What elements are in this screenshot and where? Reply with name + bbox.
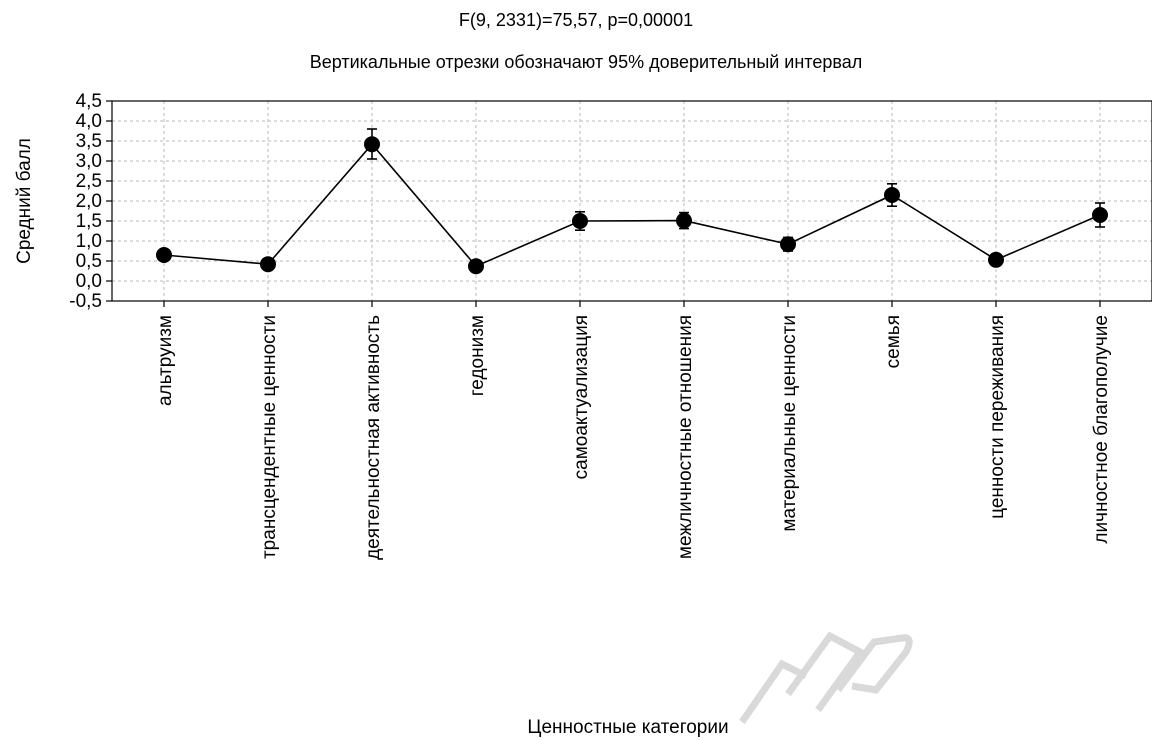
watermark-glyph-1 — [739, 659, 808, 724]
y-tick-label: 3,5 — [76, 131, 102, 152]
x-axis: альтруизм трансцендентные ценности деятель… — [155, 301, 1112, 560]
x-category-label: семья — [883, 315, 904, 368]
x-category-label: ценности переживания — [987, 315, 1008, 519]
chart-subtitle: Вертикальные отрезки обозначают 95% дове… — [310, 52, 863, 72]
y-axis: -0,50,00,51,01,52,02,53,03,54,04,5 — [69, 91, 112, 312]
data-point — [676, 212, 692, 229]
data-point — [468, 258, 484, 275]
x-category-label: гедонизм — [467, 315, 488, 396]
data-point — [780, 236, 796, 253]
x-category-label: личностное благополучие — [1091, 315, 1112, 544]
watermark — [739, 631, 913, 724]
y-tick-label: 4,5 — [76, 91, 102, 112]
y-tick-label: 1,0 — [76, 231, 102, 252]
y-tick-label: 3,0 — [76, 151, 102, 172]
x-category-label: межличностные отношения — [675, 315, 696, 559]
y-tick-label: 1,5 — [76, 211, 102, 232]
data-point — [364, 136, 380, 153]
series-line — [163, 142, 1101, 268]
y-tick-label: 4,0 — [76, 111, 102, 132]
data-point — [572, 213, 588, 229]
watermark-glyph-3 — [835, 634, 913, 694]
data-point — [156, 247, 172, 263]
data-point — [1092, 207, 1108, 223]
data-point — [260, 256, 276, 273]
data-point — [988, 251, 1004, 268]
grid — [112, 101, 1152, 301]
x-category-label: деятельностная активность — [363, 315, 384, 560]
x-category-label: самоактуализация — [571, 315, 592, 479]
watermark-glyph-2 — [785, 631, 866, 713]
x-category-label: трансцендентные ценности — [259, 315, 280, 559]
y-tick-label: 0,0 — [76, 271, 102, 292]
y-tick-label: 2,5 — [76, 171, 102, 192]
data-point — [884, 187, 900, 203]
y-tick-label: -0,5 — [69, 291, 102, 312]
series — [156, 128, 1108, 275]
y-axis-title: Средний балл — [14, 138, 35, 264]
chart-title: F(9, 2331)=75,57, p=0,00001 — [459, 10, 693, 30]
x-axis-title: Ценностные категории — [527, 717, 728, 738]
y-tick-label: 2,0 — [76, 191, 102, 212]
x-category-label: альтруизм — [155, 315, 176, 406]
y-tick-label: 0,5 — [76, 251, 102, 272]
x-category-label: материальные ценности — [779, 315, 800, 532]
